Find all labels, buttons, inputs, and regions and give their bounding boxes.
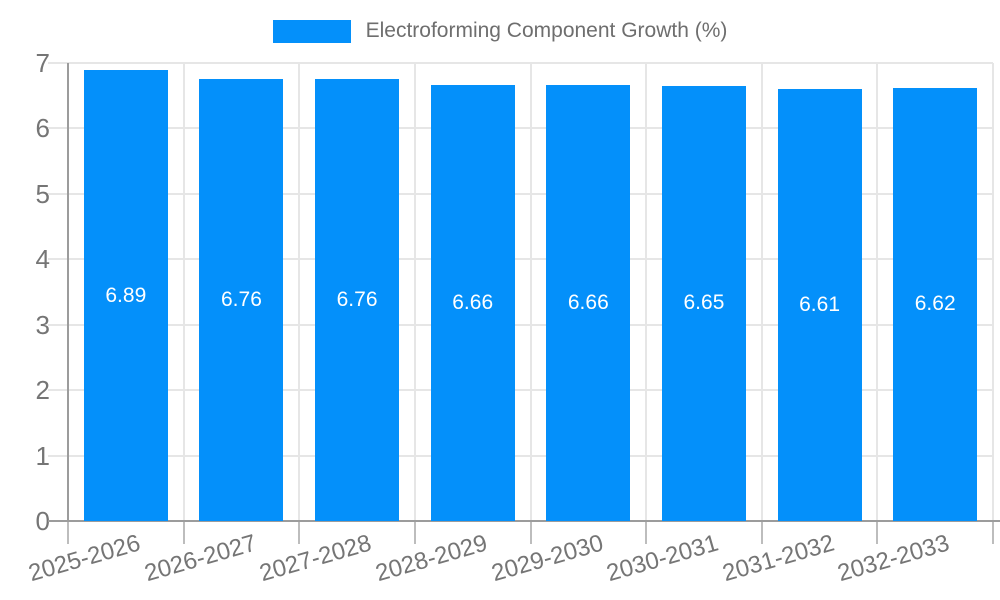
bar-value-label: 6.66 <box>452 291 494 315</box>
gridline-horizontal <box>48 258 993 261</box>
bar[interactable]: 6.66 <box>546 85 631 521</box>
bar-value-label: 6.65 <box>683 291 725 315</box>
gridline-vertical <box>298 63 301 521</box>
bar-value-label: 6.66 <box>567 291 609 315</box>
plot-area: 6.89 2025-2026 6.76 2026-2027 6.76 2027-2028 6… <box>26 62 1000 587</box>
x-axis-tick-label: 2025-2026 <box>25 529 144 588</box>
y-axis-tick-label: 0 <box>35 506 50 536</box>
x-axis-tick-mark <box>413 521 416 544</box>
gridline-vertical <box>760 63 763 521</box>
y-axis-tick-label: 1 <box>35 440 50 471</box>
bar[interactable]: 6.65 <box>661 85 746 521</box>
x-axis-tick-label: 2026-2027 <box>141 529 260 588</box>
x-axis-tick-label: 2030-2031 <box>603 529 722 588</box>
bar-value-label: 6.76 <box>336 287 378 311</box>
bar[interactable]: 6.76 <box>199 78 284 521</box>
x-axis-tick-mark <box>876 521 879 544</box>
bar[interactable]: 6.61 <box>777 88 862 521</box>
x-axis-tick-mark <box>529 521 532 544</box>
x-axis-tick-mark <box>182 521 185 544</box>
gridline-horizontal <box>48 127 993 130</box>
y-axis-tick-label: 2 <box>35 375 50 406</box>
y-axis-tick-label: 3 <box>35 309 50 340</box>
y-axis-tick-label: 5 <box>35 178 50 209</box>
bar[interactable]: 6.62 <box>893 87 978 521</box>
y-axis-tick-label: 4 <box>35 244 50 275</box>
x-axis-tick-label: 2029-2030 <box>488 529 606 588</box>
gridline-horizontal <box>48 389 993 392</box>
gridline-horizontal <box>48 454 993 457</box>
bar[interactable]: 6.76 <box>315 78 400 521</box>
x-axis-tick-label: 2032-2033 <box>834 529 953 588</box>
legend-swatch-icon <box>272 19 351 43</box>
gridline-vertical <box>876 63 879 521</box>
y-axis-labels: 0 1 2 3 4 5 6 7 <box>0 48 50 536</box>
x-axis-tick-mark <box>760 521 763 544</box>
gridline-vertical <box>413 63 416 521</box>
legend-label: Electroforming Component Growth (%) <box>365 19 728 42</box>
x-axis-tick-label: 2031-2032 <box>719 529 838 588</box>
gridline-horizontal <box>48 323 993 326</box>
x-axis-tick-mark <box>645 521 648 544</box>
x-axis-tick-label: 2028-2029 <box>372 529 491 588</box>
x-axis-tick-mark <box>992 521 994 544</box>
x-axis-tick-mark <box>298 521 301 544</box>
gridline-vertical <box>182 63 185 521</box>
chart-legend[interactable]: Electroforming Component Growth (%) <box>0 19 1000 43</box>
bar[interactable]: 6.66 <box>430 85 515 521</box>
bar-value-label: 6.62 <box>914 292 956 316</box>
bar-value-label: 6.89 <box>105 283 147 307</box>
gridline-vertical <box>645 63 648 521</box>
bar-value-label: 6.61 <box>799 292 840 316</box>
gridline-vertical <box>529 63 532 521</box>
x-axis-tick-mark <box>67 521 69 544</box>
y-axis-tick-label: 6 <box>35 113 50 144</box>
y-axis-line <box>67 63 69 521</box>
gridline-horizontal <box>48 192 993 195</box>
y-axis-tick-label: 7 <box>35 48 50 78</box>
x-axis-tick-label: 2027-2028 <box>256 529 375 588</box>
x-axis-baseline <box>48 520 1000 522</box>
gridline-horizontal <box>48 62 993 64</box>
gridline-vertical <box>992 63 994 521</box>
bar[interactable]: 6.89 <box>83 70 168 521</box>
bar-value-label: 6.76 <box>221 287 262 311</box>
